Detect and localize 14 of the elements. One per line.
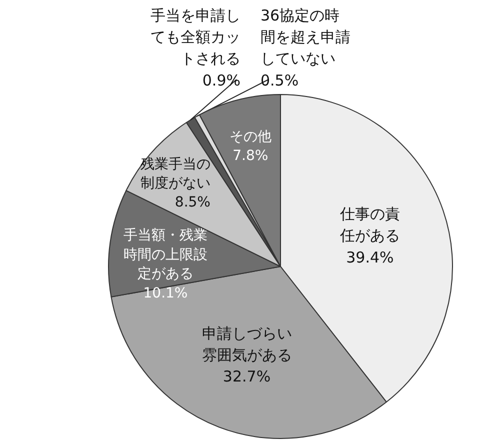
slice-label: 手当額・残業時間の上限設定がある xyxy=(124,228,208,282)
data-label: 0.5% xyxy=(260,71,299,90)
slice-label: その他 xyxy=(229,128,272,145)
slice-label: 手当を申請しても全額カットされる xyxy=(150,6,240,68)
data-label: 7.8% xyxy=(232,148,268,164)
data-label: 10.1% xyxy=(143,285,188,302)
slice-label: 仕事の責任がある xyxy=(338,205,400,245)
slice-label: 申請しづらい雰囲気がある xyxy=(202,324,292,364)
slice-label: 36協定の時間を超え申請していない xyxy=(260,6,350,68)
data-label: 8.5% xyxy=(174,194,211,211)
data-label: 0.9% xyxy=(202,71,240,90)
slice-label: 残業手当の制度がない xyxy=(140,156,210,192)
data-label: 32.7% xyxy=(222,367,271,386)
data-label: 39.4% xyxy=(346,248,394,266)
